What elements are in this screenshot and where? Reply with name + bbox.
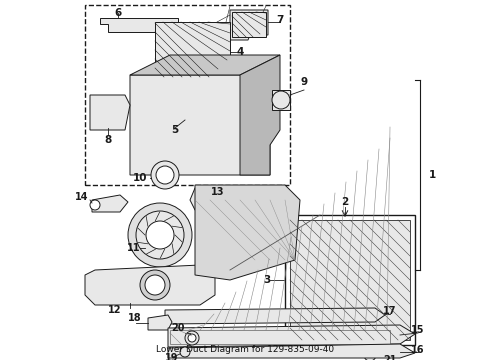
Polygon shape xyxy=(85,265,215,305)
Polygon shape xyxy=(130,55,280,75)
Polygon shape xyxy=(272,90,290,110)
Polygon shape xyxy=(92,195,128,212)
Text: Lower Duct Diagram for 129-835-09-40: Lower Duct Diagram for 129-835-09-40 xyxy=(156,345,334,354)
Bar xyxy=(85,5,290,185)
Text: 6: 6 xyxy=(114,8,122,18)
Bar xyxy=(285,215,415,345)
Text: 12: 12 xyxy=(108,305,122,315)
Polygon shape xyxy=(130,75,270,175)
Text: 13: 13 xyxy=(211,187,225,197)
Text: 10: 10 xyxy=(133,173,147,183)
Text: 2: 2 xyxy=(342,197,348,207)
Polygon shape xyxy=(168,325,415,347)
Text: 17: 17 xyxy=(383,306,397,316)
Text: 9: 9 xyxy=(300,77,308,87)
Text: 16: 16 xyxy=(411,345,425,355)
Text: 3: 3 xyxy=(264,275,270,285)
Circle shape xyxy=(185,331,199,345)
Text: 18: 18 xyxy=(128,313,142,323)
Circle shape xyxy=(136,211,184,259)
Text: 20: 20 xyxy=(171,323,185,333)
Circle shape xyxy=(90,200,100,210)
Circle shape xyxy=(151,161,179,189)
Polygon shape xyxy=(195,185,300,280)
Text: 8: 8 xyxy=(104,135,112,145)
Circle shape xyxy=(145,275,165,295)
Circle shape xyxy=(128,203,192,267)
Text: 4: 4 xyxy=(236,47,244,57)
Text: 14: 14 xyxy=(75,192,89,202)
Polygon shape xyxy=(190,188,220,210)
Polygon shape xyxy=(148,315,172,330)
Circle shape xyxy=(140,270,170,300)
Circle shape xyxy=(146,221,174,249)
Bar xyxy=(290,220,410,340)
Circle shape xyxy=(180,347,190,357)
Polygon shape xyxy=(168,344,415,358)
Text: 5: 5 xyxy=(172,125,179,135)
Bar xyxy=(232,12,266,37)
Bar xyxy=(155,22,230,77)
Polygon shape xyxy=(100,18,178,32)
Polygon shape xyxy=(165,308,385,324)
Circle shape xyxy=(364,349,376,360)
Text: 19: 19 xyxy=(165,353,179,360)
Text: 7: 7 xyxy=(276,15,284,25)
Text: 1: 1 xyxy=(428,170,436,180)
Bar xyxy=(170,330,390,344)
Circle shape xyxy=(188,334,196,342)
Text: 21: 21 xyxy=(383,355,397,360)
Polygon shape xyxy=(240,55,280,175)
Polygon shape xyxy=(230,10,268,40)
Polygon shape xyxy=(90,95,130,130)
Text: 15: 15 xyxy=(411,325,425,335)
Circle shape xyxy=(272,91,290,109)
Text: 11: 11 xyxy=(127,243,141,253)
Circle shape xyxy=(156,166,174,184)
